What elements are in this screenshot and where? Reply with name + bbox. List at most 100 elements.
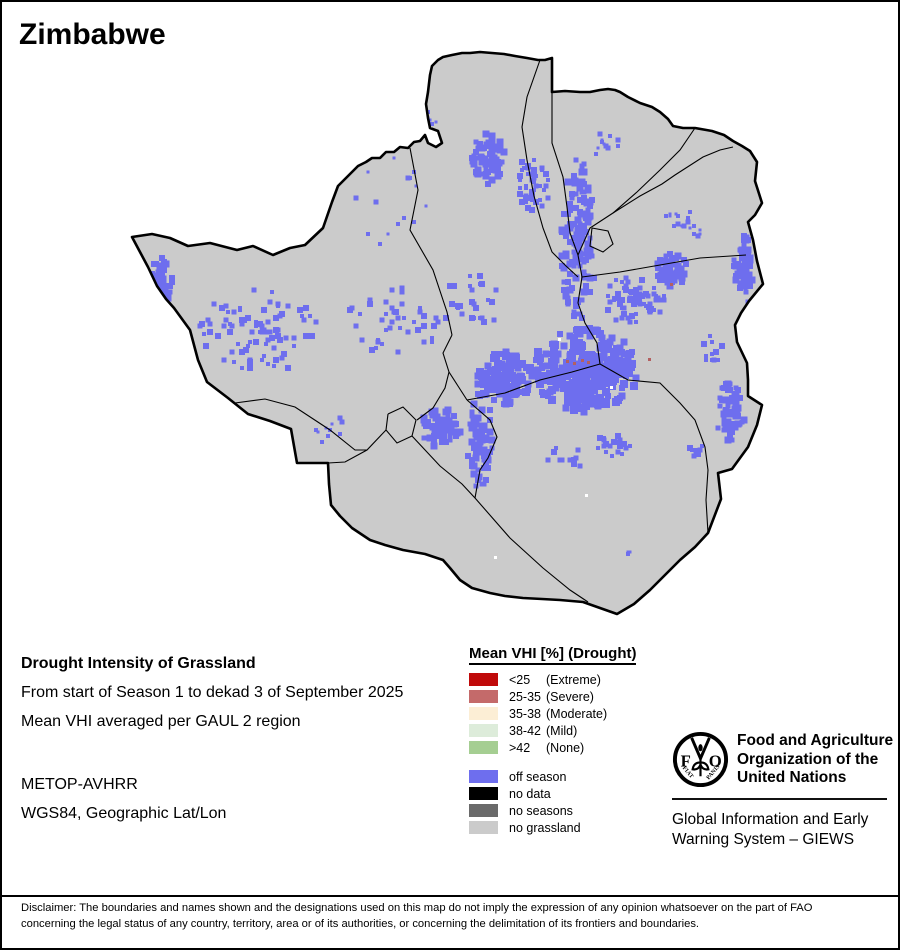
off-season-pixel: [659, 267, 665, 273]
off-season-pixel: [672, 224, 676, 228]
off-season-pixel: [522, 388, 530, 396]
off-season-pixel: [569, 259, 575, 265]
off-season-pixel: [243, 347, 249, 353]
off-season-pixel: [402, 316, 406, 320]
off-season-pixel: [685, 219, 691, 225]
off-season-pixel: [582, 370, 590, 378]
off-season-pixel: [470, 160, 478, 168]
off-season-pixel: [575, 235, 581, 241]
district-boundary: [577, 127, 696, 256]
off-season-pixel: [583, 229, 589, 235]
off-season-pixel: [502, 348, 510, 356]
fao-org-line: Food and Agriculture: [737, 732, 894, 749]
off-season-pixel: [665, 259, 671, 265]
off-season-pixel: [669, 255, 675, 261]
off-season-pixel: [475, 391, 481, 397]
off-season-pixel: [167, 289, 173, 295]
off-season-pixel: [692, 232, 696, 236]
off-season-pixel: [732, 276, 740, 284]
country-boundary: [130, 50, 765, 616]
off-season-pixel: [741, 241, 747, 247]
off-season-pixel: [747, 263, 753, 269]
off-season-pixel: [514, 378, 522, 386]
off-season-pixel: [725, 419, 731, 425]
off-season-pixel: [489, 147, 495, 153]
off-season-pixel: [529, 195, 535, 201]
off-season-pixel: [630, 382, 638, 390]
off-season-pixel: [366, 170, 370, 174]
off-season-pixel: [412, 320, 416, 324]
off-season-pixel: [538, 184, 542, 188]
off-season-pixel: [155, 277, 161, 283]
off-season-pixel: [482, 390, 490, 398]
off-season-pixel: [572, 394, 580, 402]
off-season-pixel: [655, 265, 661, 271]
legend-row-season: no data: [469, 785, 679, 802]
off-season-pixel: [429, 413, 435, 419]
off-season-pixel: [538, 198, 542, 202]
off-season-pixel: [573, 327, 579, 333]
off-season-pixel: [303, 333, 309, 339]
off-season-pixel: [737, 421, 743, 427]
off-season-pixel: [710, 352, 714, 356]
off-season-pixel: [563, 289, 569, 295]
off-season-pixel: [481, 465, 487, 471]
off-season-pixel: [619, 385, 625, 391]
off-season-pixel: [622, 286, 626, 290]
off-season-pixel: [724, 436, 732, 444]
legend-row-season-swatch: [469, 787, 498, 800]
off-season-pixel: [202, 332, 206, 336]
off-season-pixel: [559, 457, 565, 463]
off-season-pixel: [719, 397, 725, 403]
off-season-pixel: [389, 319, 395, 325]
map-method-text: Mean VHI averaged per GAUL 2 region: [21, 713, 301, 730]
off-season-pixel: [532, 180, 536, 184]
off-season-pixel: [545, 393, 551, 399]
off-season-pixel: [651, 291, 657, 297]
off-season-pixel: [470, 400, 478, 408]
off-season-pixel: [493, 143, 499, 149]
off-season-pixel: [606, 364, 614, 372]
off-season-pixel: [610, 374, 618, 382]
off-season-pixel: [746, 256, 754, 264]
off-season-pixel: [519, 373, 525, 379]
off-season-pixel: [574, 344, 582, 352]
off-season-pixel: [668, 212, 672, 216]
off-season-pixel: [475, 467, 481, 473]
off-season-pixel: [546, 388, 554, 396]
off-season-pixel: [740, 416, 748, 424]
off-season-pixel: [482, 130, 490, 138]
off-season-pixel: [741, 259, 747, 265]
off-season-pixel: [408, 176, 412, 180]
off-season-pixel: [389, 287, 395, 293]
off-season-pixel: [430, 122, 434, 126]
off-season-pixel: [477, 141, 483, 147]
off-season-pixel: [223, 317, 229, 323]
off-season-pixel: [524, 186, 528, 190]
off-season-pixel: [597, 131, 603, 137]
map-subject-heading: Drought Intensity of Grassland: [21, 655, 256, 672]
off-season-pixel: [430, 336, 434, 340]
off-season-pixel: [680, 270, 688, 278]
off-season-pixel: [532, 158, 536, 162]
off-season-pixel: [554, 446, 558, 450]
off-season-pixel: [485, 139, 491, 145]
off-season-pixel: [690, 448, 694, 452]
off-season-pixel: [704, 358, 708, 362]
off-season-pixel: [660, 258, 668, 266]
off-season-pixel: [628, 444, 632, 448]
off-season-pixel: [558, 374, 566, 382]
off-season-pixel: [272, 364, 276, 368]
off-season-pixel: [205, 317, 211, 323]
district-boundary: [466, 399, 498, 499]
off-season-pixel: [519, 199, 525, 205]
off-season-pixel: [492, 354, 500, 362]
off-season-pixel: [441, 435, 447, 441]
off-season-pixel: [254, 324, 258, 328]
off-season-pixel: [596, 446, 600, 450]
off-season-pixel: [503, 385, 509, 391]
off-season-pixel: [473, 447, 479, 453]
off-season-pixel: [567, 201, 573, 207]
off-season-pixel: [497, 171, 503, 177]
off-season-pixel: [539, 373, 545, 379]
